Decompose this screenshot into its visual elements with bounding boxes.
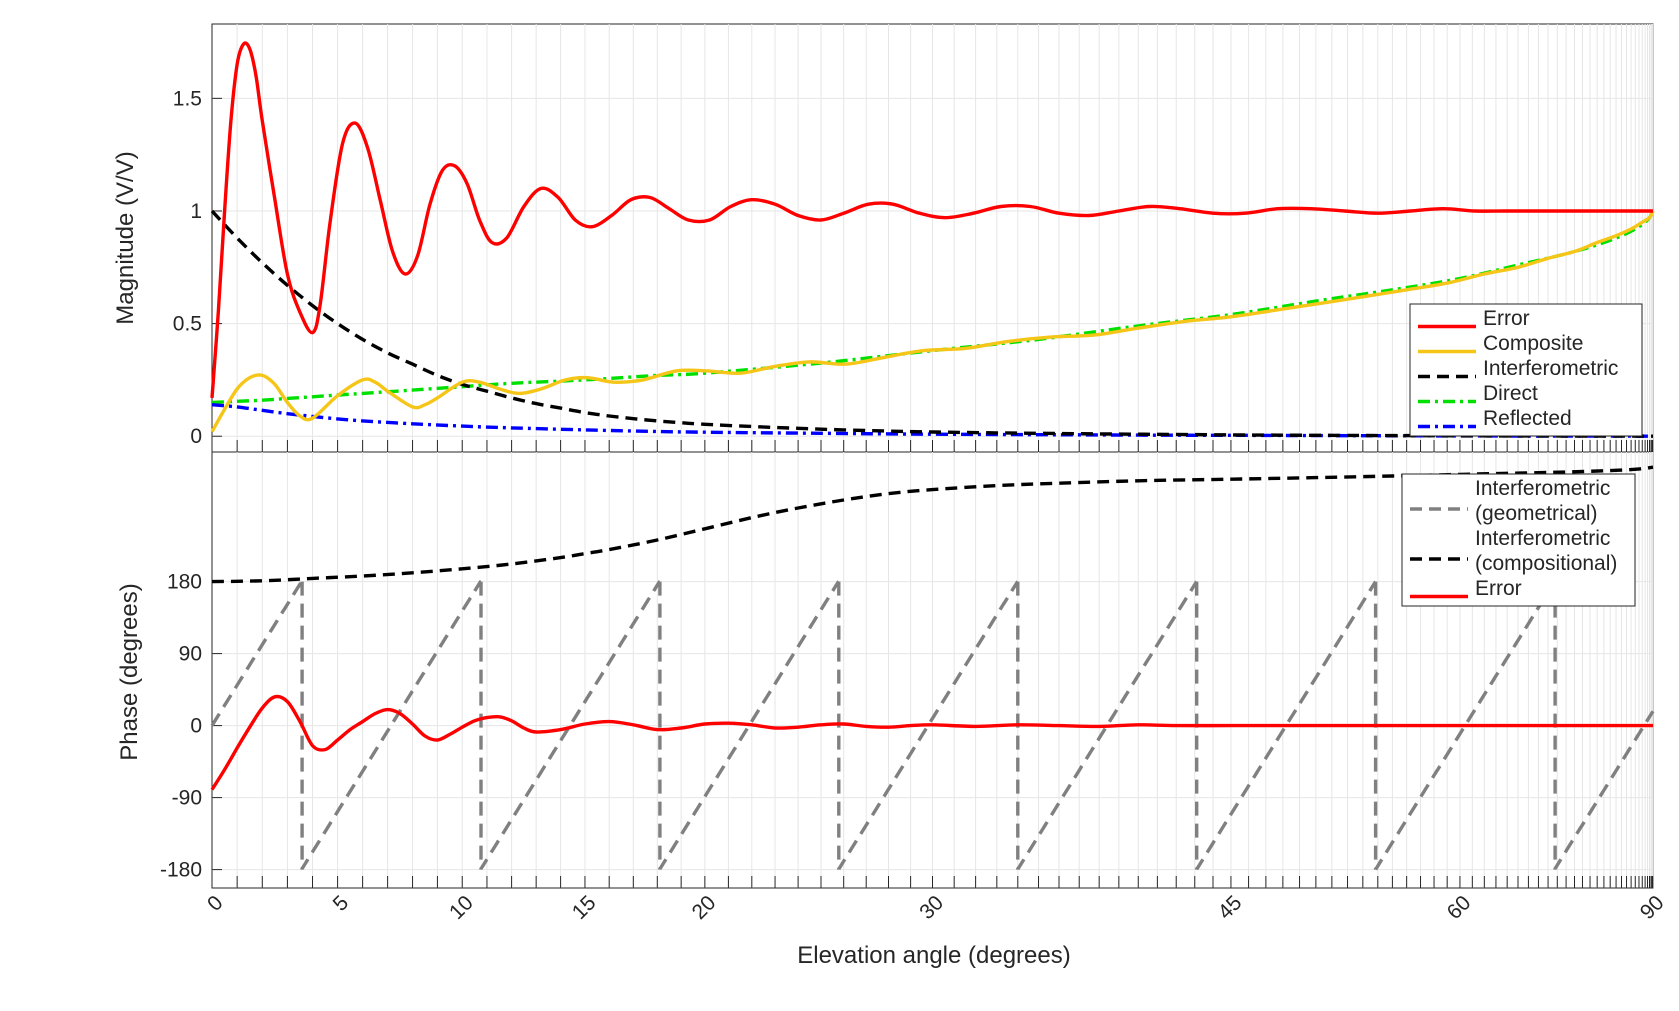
x-tick-label: 60 [1443,891,1476,924]
magnitude-panel: 0 0.5 1 1.5 Magnitude (V/V) ErrorCompositeI… [112,23,1655,453]
magnitude-grid [212,24,1654,452]
series-composite-line [210,210,1655,433]
magnitude-y-axis-label: Magnitude (V/V) [112,151,139,324]
x-tick-label: 10 [445,891,478,924]
x-axis-ticks: 0 5 10 15 20 30 45 60 90 [203,891,1669,924]
series-interferometric-line [210,209,1654,438]
y-tick-label: 180 [167,571,202,594]
y-tick-label: 90 [179,643,202,666]
y-tick-label: 0 [190,425,202,448]
legend-entry-label: Error [1483,307,1530,330]
y-tick-label: 0.5 [173,313,202,336]
x-tick-label: 90 [1636,891,1669,924]
legend-box [1401,473,1636,607]
x-tick-label: 30 [915,891,948,924]
x-tick-label: 45 [1214,891,1247,924]
legend-entry-label: (geometrical) [1475,502,1598,525]
y-tick-label: -90 [172,787,202,810]
series-reflected-line [211,403,1653,438]
legend-entry-label: Interferometric [1475,527,1610,550]
legend-entry-label: (compositional) [1475,552,1617,575]
phase-legend: Interferometric(geometrical)Interferomet… [1401,473,1636,607]
legend-entry-label: Composite [1483,332,1583,355]
magnitude-legend: ErrorCompositeInterferometricDirectRefle… [1409,303,1643,437]
phase-series [210,465,1655,871]
legend-entry-label: Interferometric [1483,357,1618,380]
legend-entry-label: Reflected [1483,407,1572,430]
x-axis-label: Elevation angle (degrees) [797,942,1071,969]
x-tick-label: 15 [568,891,601,924]
series-error-line [210,41,1653,399]
x-tick-label: 0 [203,891,228,916]
x-tick-label: 20 [688,891,721,924]
y-tick-label: 1.5 [173,87,202,110]
magnitude-series [210,41,1655,438]
y-tick-label: -180 [160,859,202,882]
x-tick-label: 5 [329,891,354,916]
series-interferometric-compositional-line [211,465,1654,584]
series-phase-error-line [210,694,1653,791]
magnitude-ticks: 0 0.5 1 1.5 [173,87,1654,452]
phase-panel: -180 -90 0 90 180 Phase (degrees) Interferom… [116,451,1655,889]
phase-ticks: -180 -90 0 90 180 [160,571,1654,888]
y-tick-label: 1 [190,200,202,223]
legend-entry-label: Interferometric [1475,477,1610,500]
legend-entry-label: Direct [1483,382,1538,405]
phase-y-axis-label: Phase (degrees) [116,583,143,760]
y-tick-label: 0 [190,715,202,738]
legend-entry-label: Error [1475,577,1522,600]
series-interferometric-geometrical-line [210,579,1655,871]
